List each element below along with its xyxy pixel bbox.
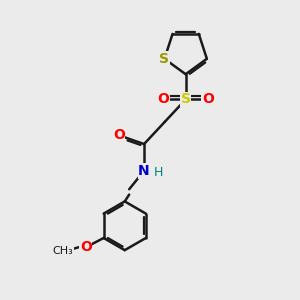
Text: O: O <box>80 240 92 254</box>
Text: S: S <box>181 92 191 106</box>
Text: N: N <box>138 164 150 178</box>
Text: O: O <box>113 128 125 142</box>
Text: O: O <box>158 92 169 106</box>
Text: CH₃: CH₃ <box>52 246 73 256</box>
Text: O: O <box>202 92 214 106</box>
Text: S: S <box>160 52 170 66</box>
Text: H: H <box>154 166 164 179</box>
